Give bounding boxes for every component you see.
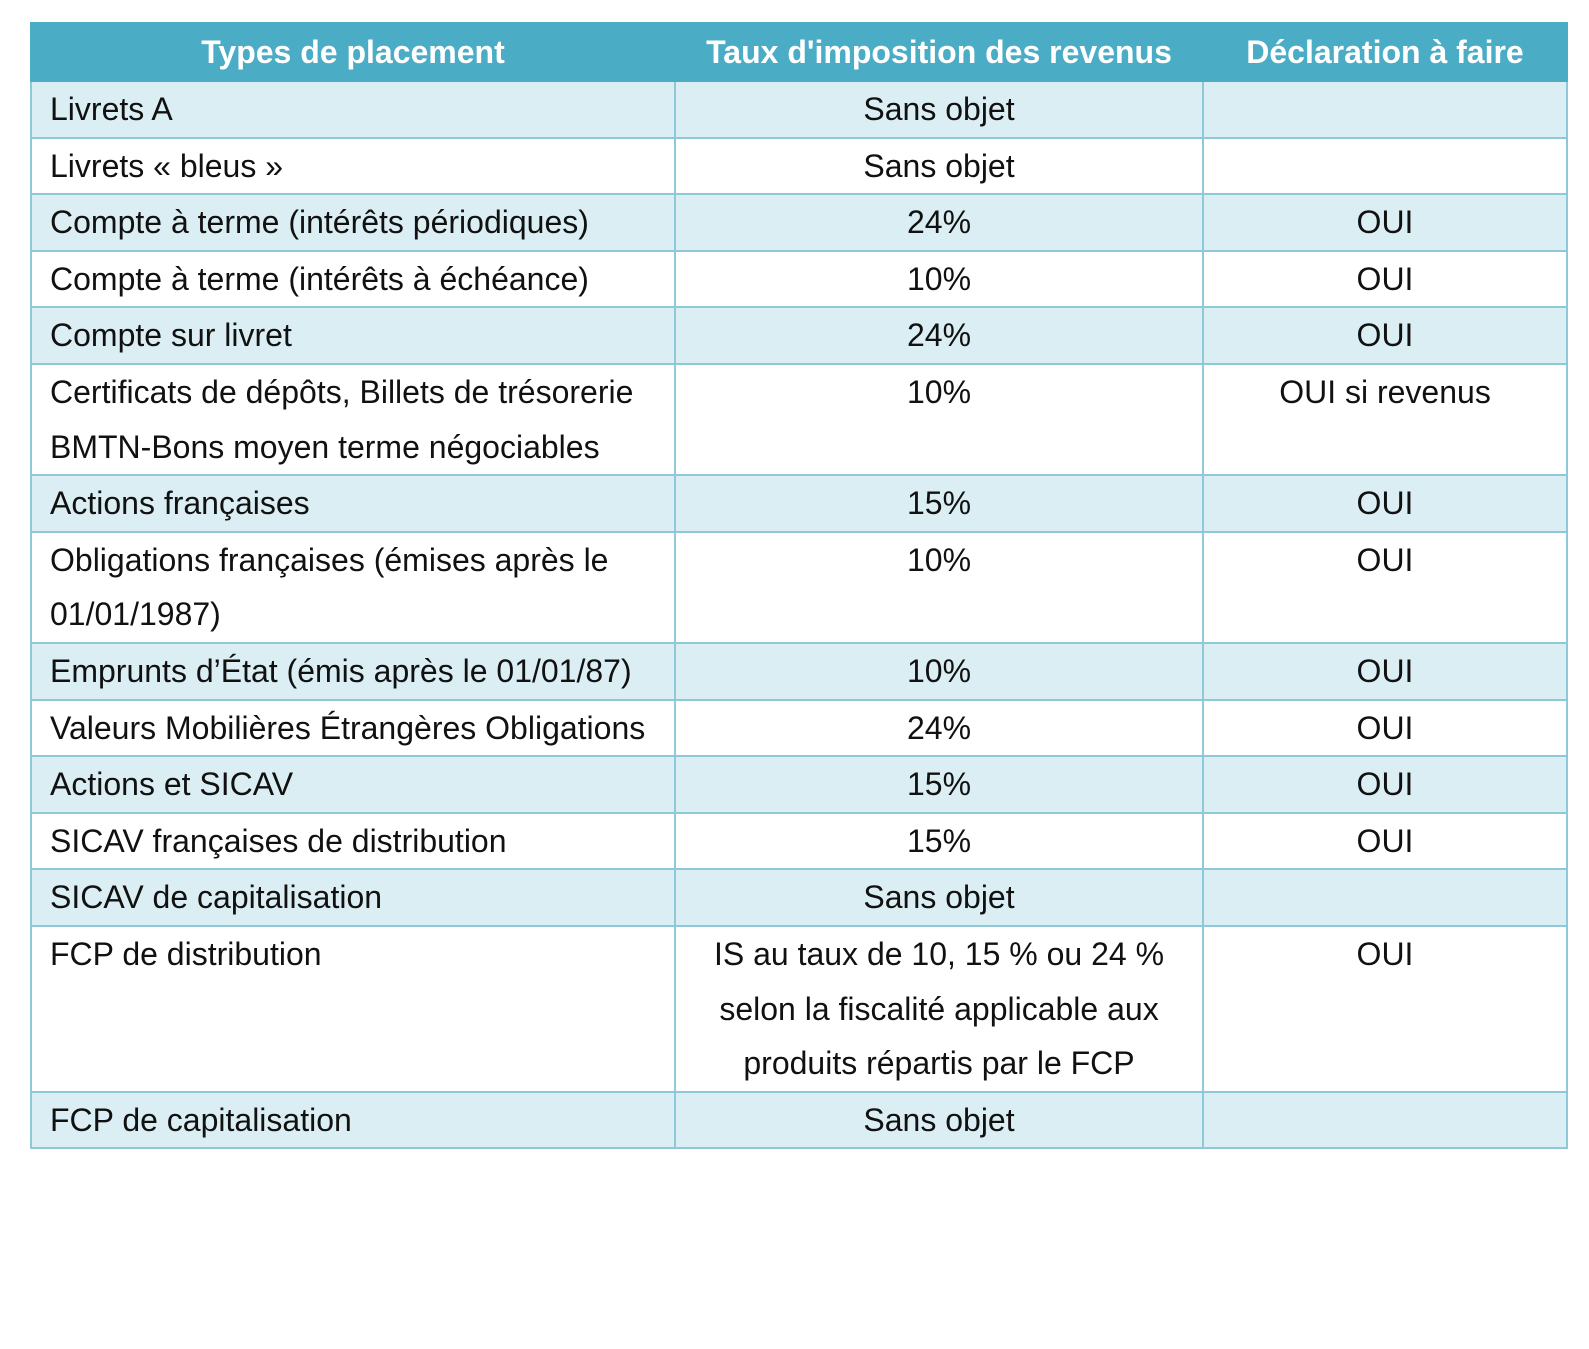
table-row: Emprunts d’État (émis après le 01/01/87)…	[30, 641, 1568, 701]
cell-type: Valeurs Mobilières Étrangères Obligation…	[30, 698, 676, 758]
table-row: Valeurs Mobilières Étrangères Obligation…	[30, 698, 1568, 758]
cell-type: FCP de capitalisation	[30, 1090, 676, 1150]
table-row: Compte sur livret 24% OUI	[30, 306, 1568, 365]
cell-rate: 15%	[674, 755, 1204, 814]
table-row: Actions françaises 15% OUI	[30, 474, 1568, 533]
table-row: SICAV françaises de distribution 15% OUI	[30, 811, 1568, 871]
header-declaration: Déclaration à faire	[1202, 22, 1568, 82]
cell-declaration: OUI si revenus	[1202, 362, 1568, 477]
cell-declaration	[1202, 868, 1568, 927]
table-row: Obligations françaises (émises après le …	[30, 530, 1568, 644]
tax-table: Types de placement Taux d'imposition des…	[30, 22, 1568, 1150]
cell-type: Livrets « bleus »	[30, 136, 676, 196]
table-row: Livrets A Sans objet	[30, 80, 1568, 139]
cell-rate: IS au taux de 10, 15 % ou 24 % selon la …	[674, 924, 1204, 1093]
cell-rate: Sans objet	[674, 868, 1204, 927]
table-row: Certificats de dépôts, Billets de trésor…	[30, 362, 1568, 477]
cell-rate: 10%	[674, 362, 1204, 477]
cell-declaration: OUI	[1202, 641, 1568, 701]
cell-rate: 10%	[674, 249, 1204, 309]
cell-declaration: OUI	[1202, 811, 1568, 871]
cell-rate: Sans objet	[674, 80, 1204, 139]
cell-declaration: OUI	[1202, 306, 1568, 365]
cell-rate: 10%	[674, 530, 1204, 644]
cell-rate: 10%	[674, 641, 1204, 701]
cell-declaration: OUI	[1202, 249, 1568, 309]
cell-declaration: OUI	[1202, 474, 1568, 533]
table-row: Compte à terme (intérêts périodiques) 24…	[30, 193, 1568, 252]
table-row: Actions et SICAV 15% OUI	[30, 755, 1568, 814]
table-row: Compte à terme (intérêts à échéance) 10%…	[30, 249, 1568, 309]
cell-type: Compte à terme (intérêts à échéance)	[30, 249, 676, 309]
cell-declaration	[1202, 136, 1568, 196]
cell-declaration: OUI	[1202, 698, 1568, 758]
cell-type: Obligations françaises (émises après le …	[30, 530, 676, 644]
cell-type: Emprunts d’État (émis après le 01/01/87)	[30, 641, 676, 701]
table-row: SICAV de capitalisation Sans objet	[30, 868, 1568, 927]
cell-type: Compte sur livret	[30, 306, 676, 365]
table-header: Types de placement Taux d'imposition des…	[30, 22, 1568, 82]
cell-type: SICAV françaises de distribution	[30, 811, 676, 871]
cell-type: Compte à terme (intérêts périodiques)	[30, 193, 676, 252]
cell-type: Actions et SICAV	[30, 755, 676, 814]
tax-table-container: Types de placement Taux d'imposition des…	[30, 22, 1568, 1150]
cell-rate: 15%	[674, 474, 1204, 533]
table-row: FCP de distribution IS au taux de 10, 15…	[30, 924, 1568, 1093]
header-taux-imposition: Taux d'imposition des revenus	[674, 22, 1204, 82]
table-row: FCP de capitalisation Sans objet	[30, 1090, 1568, 1150]
cell-rate: 15%	[674, 811, 1204, 871]
cell-rate: 24%	[674, 306, 1204, 365]
cell-type: Certificats de dépôts, Billets de trésor…	[30, 362, 676, 477]
cell-rate: Sans objet	[674, 136, 1204, 196]
cell-declaration	[1202, 80, 1568, 139]
cell-declaration: OUI	[1202, 755, 1568, 814]
table-body: Livrets A Sans objet Livrets « bleus » S…	[30, 80, 1568, 1150]
cell-declaration: OUI	[1202, 530, 1568, 644]
cell-type: Livrets A	[30, 80, 676, 139]
cell-rate: 24%	[674, 193, 1204, 252]
table-row: Livrets « bleus » Sans objet	[30, 136, 1568, 196]
cell-declaration: OUI	[1202, 193, 1568, 252]
header-types-de-placement: Types de placement	[30, 22, 676, 82]
cell-type: Actions françaises	[30, 474, 676, 533]
header-row: Types de placement Taux d'imposition des…	[30, 22, 1568, 82]
cell-declaration	[1202, 1090, 1568, 1150]
cell-type: SICAV de capitalisation	[30, 868, 676, 927]
cell-type: FCP de distribution	[30, 924, 676, 1093]
cell-declaration: OUI	[1202, 924, 1568, 1093]
cell-rate: 24%	[674, 698, 1204, 758]
cell-rate: Sans objet	[674, 1090, 1204, 1150]
